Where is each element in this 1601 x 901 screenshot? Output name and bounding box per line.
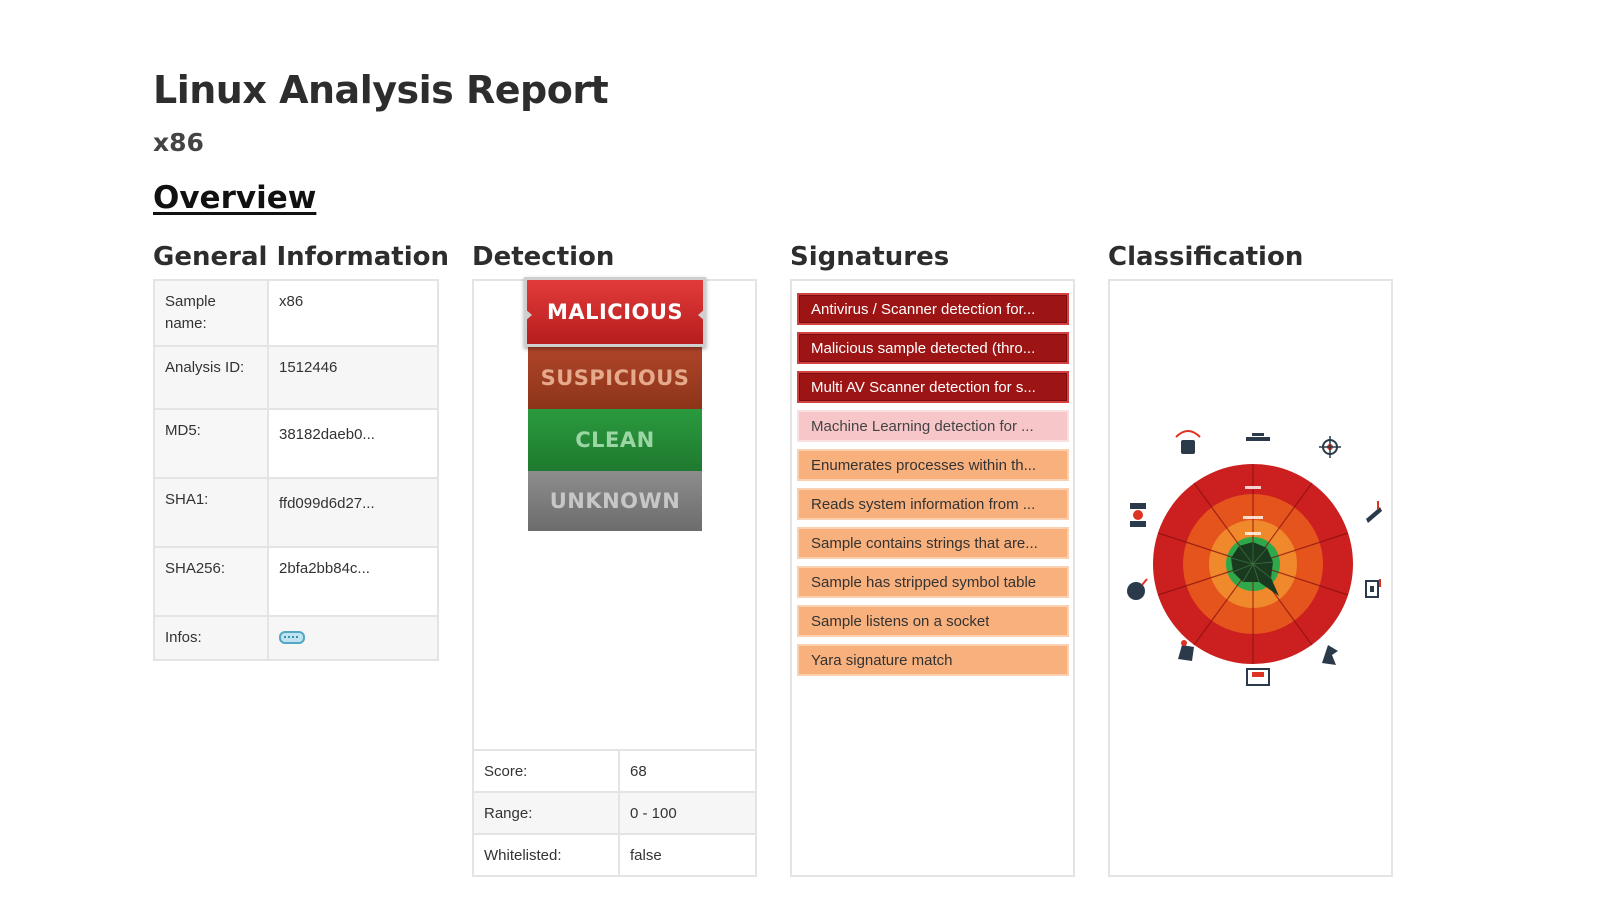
signature-item[interactable]: Machine Learning detection for ... (797, 410, 1069, 442)
signature-item[interactable]: Antivirus / Scanner detection for... (797, 293, 1069, 325)
spreading-icon[interactable] (1319, 436, 1341, 458)
signature-text: Malicious sample detected (thro... (811, 339, 1036, 357)
overview-heading[interactable]: Overview (153, 180, 317, 216)
signature-text: Machine Learning detection for ... (811, 417, 1034, 435)
general-information-heading: General Information (153, 242, 449, 272)
sha256-value[interactable]: 2bfa2bb84c... (267, 546, 439, 617)
signature-item[interactable]: Multi AV Scanner detection for s... (797, 371, 1069, 403)
table-row: Analysis ID: 1512446 (153, 345, 439, 410)
malicious-label: MALICIOUS (546, 300, 684, 324)
general-info-table: Sample name: x86 Analysis ID: 1512446 MD… (153, 279, 439, 661)
table-row: Infos: (153, 615, 439, 661)
signature-text: Sample contains strings that are... (811, 534, 1038, 552)
radar-shape-web (1230, 542, 1274, 583)
malicious-level-selected: MALICIOUS (524, 277, 706, 347)
report-subtitle: x86 (153, 128, 204, 157)
signature-text: Reads system information from ... (811, 495, 1036, 513)
sha1-value[interactable]: ffd099d6d27... (267, 477, 439, 548)
ring-label-mark (1245, 486, 1261, 489)
signature-item[interactable]: Sample contains strings that are... (797, 527, 1069, 559)
signature-item[interactable]: Enumerates processes within th... (797, 449, 1069, 481)
signature-text: Yara signature match (811, 651, 953, 669)
table-row: MD5: 38182daeb0... (153, 408, 439, 479)
sample-name-label: Sample name: (153, 279, 269, 347)
classification-panel (1108, 279, 1393, 877)
evader-icon[interactable] (1246, 668, 1270, 686)
signature-text: Sample listens on a socket (811, 612, 990, 630)
signatures-panel: Antivirus / Scanner detection for... Mal… (790, 279, 1075, 877)
phishing-icon[interactable] (1366, 501, 1382, 523)
ring-label-mark (1243, 516, 1263, 519)
signature-item[interactable]: Sample has stripped symbol table (797, 566, 1069, 598)
detection-stats-table: Score: 68 Range: 0 - 100 Whitelisted: fa… (474, 749, 755, 875)
detection-panel: SUSPICIOUS CLEAN UNKNOWN MALICIOUS Score… (472, 277, 757, 877)
sample-name-value: x86 (267, 279, 439, 347)
ransomware-icon[interactable] (1175, 430, 1201, 454)
table-row: Range: 0 - 100 (474, 791, 755, 834)
signature-text: Multi AV Scanner detection for s... (811, 378, 1036, 396)
spyware-icon[interactable] (1178, 640, 1194, 661)
unknown-level: UNKNOWN (528, 471, 702, 531)
infos-value[interactable] (267, 615, 439, 661)
analysis-id-label: Analysis ID: (153, 345, 269, 410)
infos-label: Infos: (153, 615, 269, 661)
sha1-label: SHA1: (153, 477, 269, 548)
table-row: SHA256: 2bfa2bb84c... (153, 546, 439, 617)
clean-level: CLEAN (528, 409, 702, 471)
whitelisted-label: Whitelisted: (474, 833, 620, 875)
ring-label-mark (1245, 532, 1261, 535)
signature-list: Antivirus / Scanner detection for... Mal… (797, 293, 1069, 683)
score-value: 68 (619, 749, 755, 792)
signatures-heading: Signatures (790, 242, 950, 272)
signature-text: Antivirus / Scanner detection for... (811, 300, 1036, 318)
report-title: Linux Analysis Report (153, 68, 609, 112)
miner-icon[interactable] (1246, 433, 1270, 441)
selector-left-notch (524, 308, 532, 322)
exploiter-icon[interactable] (1127, 578, 1148, 600)
md5-value[interactable]: 38182daeb0... (267, 408, 439, 479)
botnet-icon[interactable] (1130, 503, 1146, 527)
md5-label: MD5: (153, 408, 269, 479)
banker-icon[interactable] (1365, 579, 1381, 598)
signature-item[interactable]: Malicious sample detected (thro... (797, 332, 1069, 364)
signature-item[interactable]: Sample listens on a socket (797, 605, 1069, 637)
signature-item[interactable]: Reads system information from ... (797, 488, 1069, 520)
score-label: Score: (474, 749, 620, 792)
table-row: SHA1: ffd099d6d27... (153, 477, 439, 548)
suspicious-level: SUSPICIOUS (528, 347, 702, 409)
table-row: Score: 68 (474, 749, 755, 792)
whitelisted-value: false (619, 833, 755, 875)
info-badge-icon[interactable] (279, 631, 305, 644)
sha256-label: SHA256: (153, 546, 269, 617)
classification-radar-chart (1127, 430, 1382, 686)
analysis-id-value: 1512446 (267, 345, 439, 410)
category-icons (1127, 430, 1382, 686)
signature-text: Enumerates processes within th... (811, 456, 1037, 474)
detection-heading: Detection (472, 242, 615, 272)
signature-item[interactable]: Yara signature match (797, 644, 1069, 676)
range-label: Range: (474, 791, 620, 834)
trojan-icon[interactable] (1322, 645, 1338, 665)
signature-text: Sample has stripped symbol table (811, 573, 1037, 591)
table-row: Sample name: x86 (153, 279, 439, 347)
table-row: Whitelisted: false (474, 833, 755, 875)
selector-right-notch (698, 308, 706, 322)
classification-heading: Classification (1108, 242, 1304, 272)
range-value: 0 - 100 (619, 791, 755, 834)
